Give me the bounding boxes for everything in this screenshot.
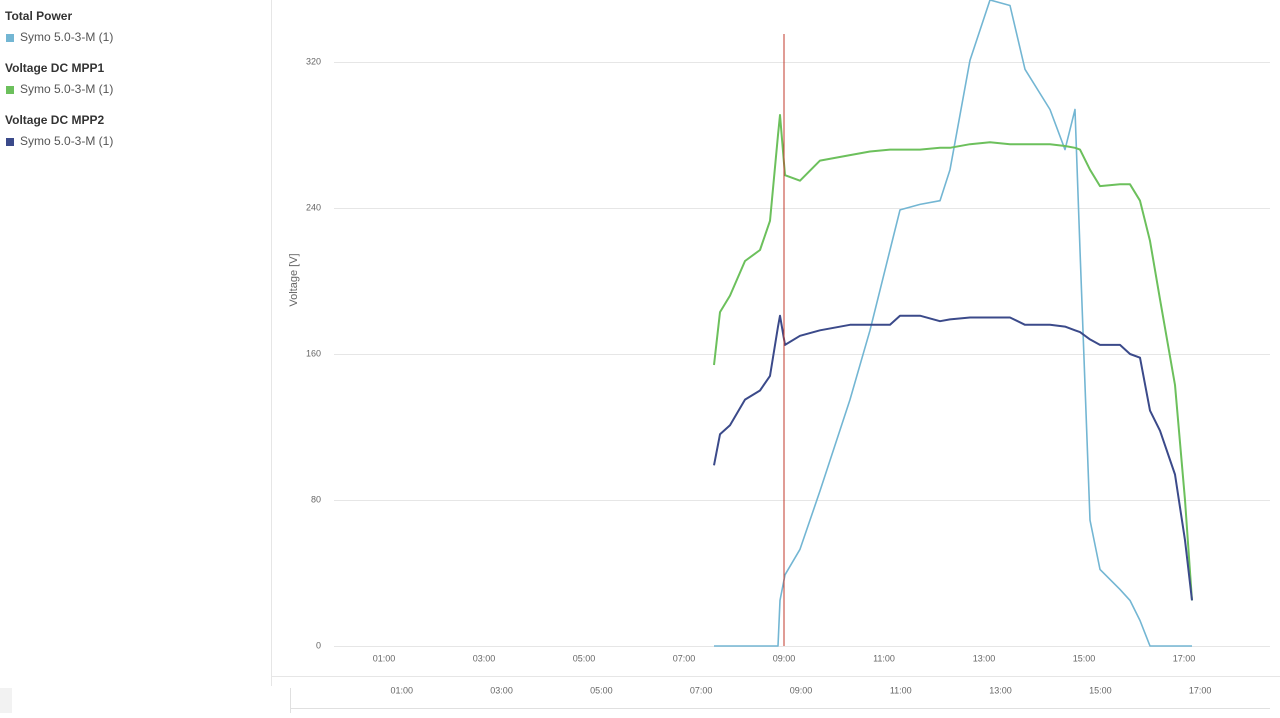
legend-swatch[interactable]: [6, 86, 14, 94]
x-tick-label: 03:00: [473, 653, 496, 663]
series-line: [713, 114, 1193, 601]
navigator-tick-label: 07:00: [690, 685, 713, 695]
legend-swatch[interactable]: [6, 138, 14, 146]
y-tick-label: 0: [316, 640, 321, 650]
x-tick-label: 15:00: [1073, 653, 1096, 663]
y-tick-label: 320: [306, 56, 321, 66]
navigator-tick-label: 05:00: [590, 685, 613, 695]
y-tick-label: 240: [306, 202, 321, 212]
x-tick-label: 09:00: [773, 653, 796, 663]
legend-group-title: Voltage DC MPP1: [5, 61, 104, 75]
x-tick-label: 07:00: [673, 653, 696, 663]
series-line: [713, 314, 1193, 601]
legend-item[interactable]: Symo 5.0-3-M (1): [20, 134, 113, 148]
legend-group-title: Voltage DC MPP2: [5, 113, 104, 127]
navigator-tick-label: 09:00: [790, 685, 813, 695]
y-tick-label: 160: [306, 348, 321, 358]
navigator-tick-label: 15:00: [1089, 685, 1112, 695]
series-line: [714, 0, 1192, 647]
y-tick-label: 80: [311, 494, 321, 504]
x-tick-label: 11:00: [873, 653, 895, 663]
navigator-tick-label: 17:00: [1189, 685, 1212, 695]
navigator-tick-label: 13:00: [989, 685, 1012, 695]
legend-item[interactable]: Symo 5.0-3-M (1): [20, 82, 113, 96]
navigator-tick-label: 01:00: [391, 685, 414, 695]
legend-group-title: Total Power: [5, 9, 72, 23]
y-axis-label: Voltage [V]: [288, 253, 300, 306]
x-tick-label: 17:00: [1173, 653, 1196, 663]
legend-item[interactable]: Symo 5.0-3-M (1): [20, 30, 113, 44]
navigator-tick-label: 03:00: [490, 685, 513, 695]
corner-box: [0, 688, 12, 713]
x-tick-label: 01:00: [373, 653, 396, 663]
x-tick-label: 13:00: [973, 653, 996, 663]
navigator-tick-label: 11:00: [890, 685, 912, 695]
x-tick-label: 05:00: [573, 653, 596, 663]
legend-swatch[interactable]: [6, 34, 14, 42]
